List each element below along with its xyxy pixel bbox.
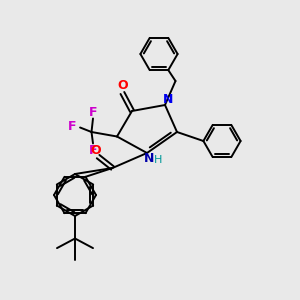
- Text: N: N: [163, 93, 173, 106]
- Text: N: N: [144, 152, 154, 165]
- Text: F: F: [89, 143, 97, 157]
- Text: F: F: [89, 106, 97, 119]
- Text: O: O: [90, 143, 101, 157]
- Text: F: F: [68, 120, 77, 133]
- Text: H: H: [154, 154, 163, 165]
- Text: O: O: [117, 79, 128, 92]
